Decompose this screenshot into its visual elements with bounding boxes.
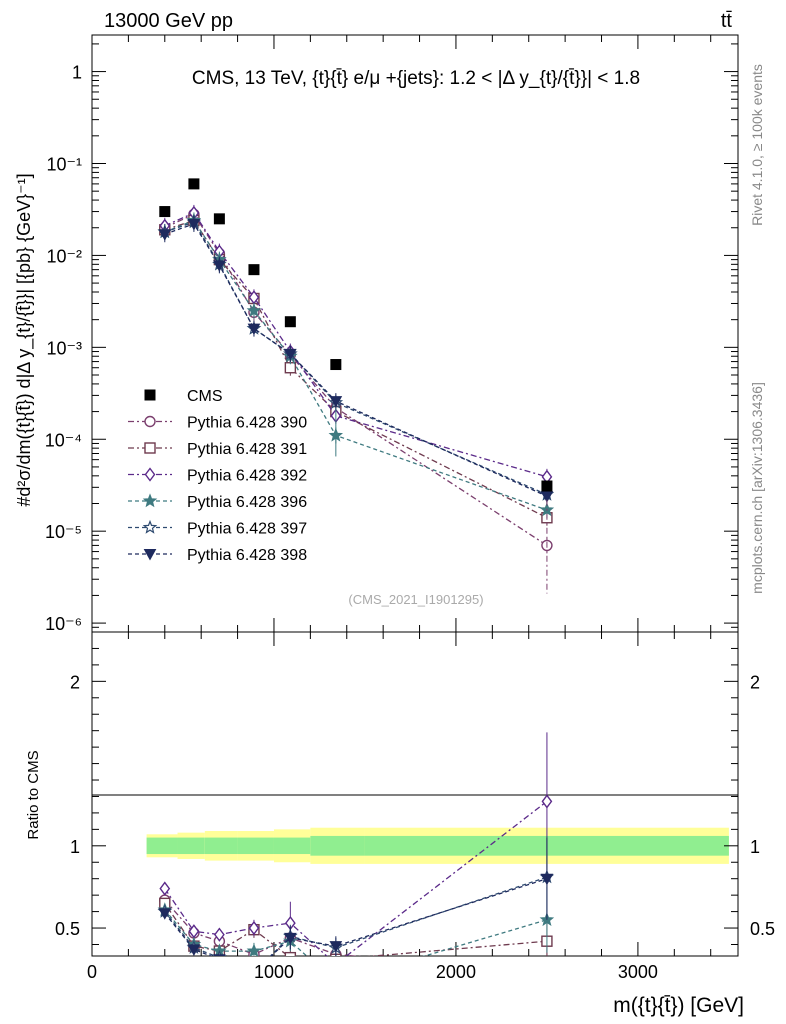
ratio-series-point	[331, 958, 340, 970]
ratio-series-point	[159, 881, 171, 896]
cms-data-point	[284, 316, 296, 328]
main-series-point	[246, 303, 262, 317]
band-inner-bin	[177, 837, 205, 855]
y-tick-label: 10⁻¹	[46, 154, 82, 174]
y-tick-label: 10⁻³	[46, 338, 82, 358]
ratio-series-line	[164, 878, 548, 956]
y-tick-label: 10⁻²	[46, 246, 82, 266]
legend-marker	[144, 442, 156, 454]
y-tick-label: 10⁻⁶	[45, 614, 82, 634]
main-series-layer	[157, 204, 555, 594]
axes: 0 1000 2000 3000 1 10⁻¹ 10⁻² 10⁻³ 10⁻⁴ 10⁻⁵ 10⁻⁶ 0.…	[45, 35, 775, 982]
legend-label-cms: CMS	[187, 388, 223, 405]
main-series-point	[284, 348, 297, 361]
ratio-tick-label-right: 0.5	[750, 919, 775, 939]
band-inner-bin	[146, 837, 178, 855]
x-tick-label: 0	[87, 962, 97, 982]
ratio-series-point	[329, 941, 343, 953]
mcplots-label: mcplots.cern.ch [arXiv:1306.3436]	[749, 382, 765, 594]
legend-label: Pythia 6.428 398	[187, 547, 307, 564]
header-right: tt̄	[721, 10, 733, 32]
ratio-y-axis-label: Ratio to CMS	[25, 750, 42, 839]
y-axis-label: #d²σ/dm({t}{t̄}) d|Δ y_{t}/{t̄}}| [{pb} …	[14, 173, 35, 506]
ratio-series-point	[248, 920, 260, 936]
cms-data-point	[213, 213, 225, 225]
ratio-series-point	[541, 794, 553, 809]
chart-title: CMS, 13 TeV, {t}{t̄} e/μ +{jets}: 1.2 < …	[192, 68, 640, 89]
x-tick-label: 2000	[436, 962, 476, 982]
y-tick-label: 1	[72, 63, 82, 83]
legend-label: Pythia 6.428 390	[187, 415, 307, 432]
legend: CMS Pythia 6.428 390 Pythia 6.428 391 Pythi…	[128, 388, 307, 564]
legend-label: Pythia 6.428 391	[187, 441, 307, 458]
ratio-plot-frame	[91, 631, 739, 957]
x-tick-label: 1000	[254, 962, 294, 982]
main-series-point	[247, 323, 261, 336]
main-series-point	[540, 491, 554, 503]
ratio-series-point	[246, 943, 262, 956]
ratio-tick-label-left: 1	[70, 837, 80, 857]
main-series-point	[213, 260, 226, 272]
ratio-series-point	[330, 976, 341, 987]
legend-marker	[143, 549, 157, 561]
legend-marker	[142, 519, 158, 534]
main-plot-frame	[91, 34, 739, 633]
rivet-label: Rivet 4.1.0, ≥ 100k events	[749, 64, 765, 226]
legend-marker-cms	[144, 389, 156, 401]
ratio-series-layer	[157, 732, 555, 987]
ratio-series-line	[164, 876, 548, 956]
ratio-series-point	[214, 927, 225, 942]
ratio-series-point	[540, 873, 554, 886]
y-tick-label: 10⁻⁵	[45, 522, 82, 542]
ratio-uncertainty-band	[146, 827, 729, 864]
ratio-series-point	[187, 944, 201, 956]
cms-data-point	[248, 264, 260, 276]
ratio-series-point	[158, 908, 172, 920]
legend-marker	[144, 467, 156, 482]
band-inner-bin	[310, 835, 365, 856]
ratio-tick-label-left: 2	[70, 672, 80, 692]
ratio-series-point	[542, 967, 552, 977]
y-tick-label: 10⁻⁴	[45, 430, 82, 450]
legend-label: Pythia 6.428 396	[187, 494, 307, 511]
ratio-tick-label-right: 2	[750, 672, 760, 692]
main-series-point	[158, 229, 172, 241]
legend-label: Pythia 6.428 392	[187, 468, 307, 485]
legend-marker	[144, 415, 156, 428]
main-series-point	[187, 218, 201, 231]
cms-data-layer	[159, 178, 553, 492]
legend-label: Pythia 6.428 397	[187, 521, 307, 538]
main-series-point	[329, 396, 343, 408]
band-inner-bin	[237, 837, 274, 855]
ratio-tick-label-right: 1	[750, 837, 760, 857]
band-inner-bin	[204, 837, 238, 855]
cms-data-point	[188, 178, 200, 190]
x-tick-label: 3000	[618, 962, 658, 982]
ratio-series-point	[284, 951, 297, 956]
ratio-tick-label-left: 0.5	[55, 919, 80, 939]
legend-marker	[142, 493, 158, 508]
cms-data-point	[159, 206, 171, 218]
ratio-series-point	[284, 932, 297, 945]
band-inner-bin	[273, 837, 311, 855]
analysis-watermark: (CMS_2021_I1901295)	[348, 592, 483, 607]
ratio-series-point	[213, 954, 226, 956]
header-left: 13000 GeV pp	[104, 10, 233, 32]
cms-data-point	[330, 359, 342, 371]
x-axis-label: m({t}{t̄}) [GeV]	[613, 994, 744, 1017]
cms-data-point	[541, 480, 553, 492]
